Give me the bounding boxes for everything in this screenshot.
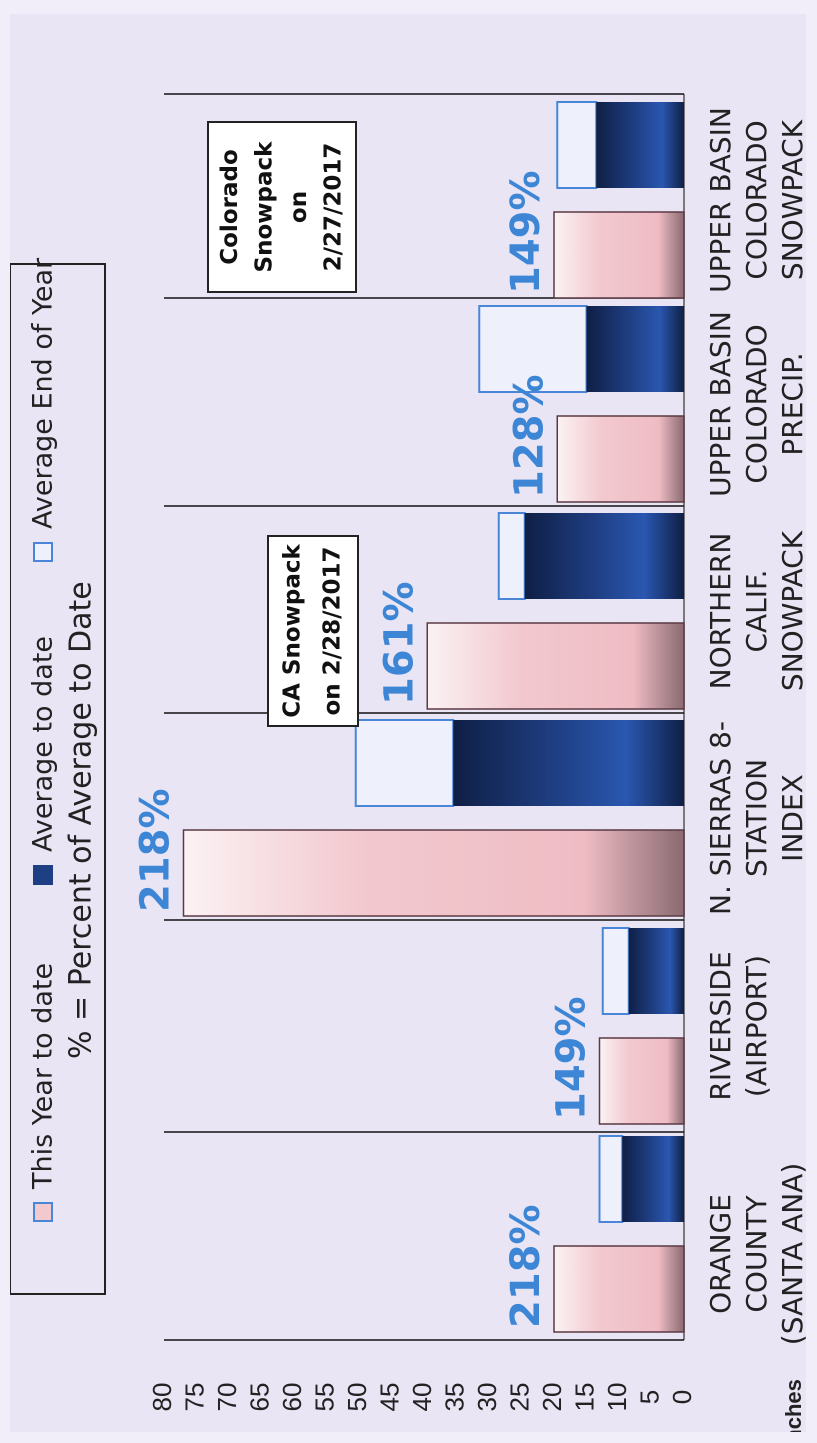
category-label: ORANGE COUNTY (SANTA ANA) <box>704 1163 806 1345</box>
y-tick-label: 5 <box>634 1390 664 1404</box>
category-label-line: ORANGE <box>704 1194 737 1314</box>
category-label-line: N. SIERRAS 8- <box>704 721 737 915</box>
legend-swatch <box>33 865 53 885</box>
category-label-line: NORTHERN <box>704 533 737 690</box>
y-tick-label: 40 <box>407 1383 437 1412</box>
bar-this-year <box>182 829 685 917</box>
category-label-line: PRECIP. <box>776 352 806 455</box>
category-label-line: SNOWPACK <box>776 119 806 280</box>
bar-this-year <box>553 1245 685 1333</box>
category-label: RIVERSIDE (AIRPORT) <box>704 951 773 1100</box>
category-label: N. SIERRAS 8- STATION INDEX <box>704 721 806 915</box>
category-label: NORTHERN CALIF. SNOWPACK <box>704 530 806 691</box>
bar-avg-to-date <box>628 928 684 1014</box>
annotation-border <box>267 535 359 727</box>
chart-title: % = Percent of Average to Date <box>64 581 99 1059</box>
legend-border <box>10 263 106 1295</box>
category-label-line: UPPER BASIN <box>704 311 737 497</box>
y-axis-label: Inches <box>781 1379 806 1432</box>
bar-avg-end-of-year <box>497 512 526 600</box>
legend-swatch <box>33 1202 53 1222</box>
y-tick-label: 20 <box>537 1383 567 1412</box>
percent-label: 128% <box>506 374 552 498</box>
annotation-line: on <box>286 191 312 223</box>
category-label-line: CALIF. <box>740 569 773 652</box>
annotation-line: 2/27/2017 <box>320 143 346 272</box>
bar-this-year <box>553 211 685 299</box>
legend: This Year to date Average to date Average … <box>10 257 106 1295</box>
category-label-line: STATION <box>740 759 773 877</box>
annotation-line: CA Snowpack <box>280 544 306 718</box>
annotation-line: on 2/28/2017 <box>320 546 346 715</box>
category-group: 161% NORTHERN CALIF. SNOWPACK <box>376 512 806 710</box>
bar-avg-to-date <box>622 1136 684 1222</box>
legend-swatch <box>33 542 53 562</box>
percent-label: 149% <box>503 170 549 294</box>
bar-avg-end-of-year <box>478 305 588 393</box>
category-group: 218% N. SIERRAS 8- STATION INDEX <box>133 719 806 917</box>
y-tick-label: 65 <box>244 1383 274 1412</box>
percent-label: 149% <box>549 996 595 1120</box>
bar-this-year <box>556 415 685 503</box>
category-label-line: COLORADO <box>740 120 773 279</box>
category-label-line: SNOWPACK <box>776 530 806 691</box>
category-label-line: UPPER BASIN <box>704 107 737 293</box>
legend-label: Average to date <box>28 636 59 852</box>
bar-avg-end-of-year <box>556 101 598 189</box>
bar-avg-end-of-year <box>354 719 455 807</box>
bar-avg-to-date <box>596 102 684 188</box>
bar-this-year <box>598 1037 685 1125</box>
category-label-line: INDEX <box>776 774 806 862</box>
bar-this-year <box>426 622 685 710</box>
bar-avg-to-date <box>453 720 684 806</box>
y-tick-label: 25 <box>504 1383 534 1412</box>
y-tick-label: 75 <box>179 1383 209 1412</box>
annotation-line: Colorado <box>217 149 243 265</box>
category-label-line: (AIRPORT) <box>740 955 773 1097</box>
y-tick-label: 55 <box>309 1383 339 1412</box>
annotation-box: Colorado Snowpack on 2/27/2017 <box>207 121 357 293</box>
category-label: UPPER BASIN COLORADO SNOWPACK <box>704 107 806 293</box>
y-tick-label: 80 <box>147 1383 177 1412</box>
annotation-box: CA Snowpack on 2/28/2017 <box>267 535 359 727</box>
y-tick-label: 70 <box>212 1383 242 1412</box>
legend-label: Average End of Year <box>28 257 59 529</box>
category-label-line: COUNTY <box>740 1194 773 1312</box>
legend-label: This Year to date <box>28 963 59 1190</box>
category-label-line: COLORADO <box>740 324 773 483</box>
bar-avg-to-date <box>586 306 684 392</box>
chart-frame: 0 5 10 15 20 25 30 35 40 45 50 55 60 65 70 75 80 Inches 21… <box>10 14 806 1432</box>
annotation-line: Snowpack <box>251 141 277 273</box>
y-tick-label: 10 <box>602 1383 632 1412</box>
category-group: 149% UPPER BASIN COLORADO SNOWPACK <box>503 101 806 299</box>
category-group: 128% UPPER BASIN COLORADO PRECIP. <box>478 305 806 503</box>
category-label-line: RIVERSIDE <box>704 951 737 1100</box>
y-tick-label: 35 <box>439 1383 469 1412</box>
category-label-line: (SANTA ANA) <box>776 1163 806 1345</box>
y-tick-label: 30 <box>472 1383 502 1412</box>
category-group: 218% ORANGE COUNTY (SANTA ANA) <box>503 1135 806 1345</box>
percent-label: 218% <box>503 1204 549 1328</box>
y-tick-label: 60 <box>277 1383 307 1412</box>
y-tick-label: 45 <box>374 1383 404 1412</box>
category-group: 149% RIVERSIDE (AIRPORT) <box>549 927 773 1125</box>
bar-avg-end-of-year <box>598 1135 624 1223</box>
y-tick-label: 15 <box>569 1383 599 1412</box>
category-label: UPPER BASIN COLORADO PRECIP. <box>704 311 806 497</box>
y-tick-label: 0 <box>667 1390 697 1404</box>
percent-label: 218% <box>133 788 179 912</box>
bar-avg-to-date <box>524 513 684 599</box>
annotation-border <box>207 121 357 293</box>
bar-avg-end-of-year <box>601 927 630 1015</box>
percent-label: 161% <box>376 581 422 705</box>
y-tick-label: 50 <box>342 1383 372 1412</box>
